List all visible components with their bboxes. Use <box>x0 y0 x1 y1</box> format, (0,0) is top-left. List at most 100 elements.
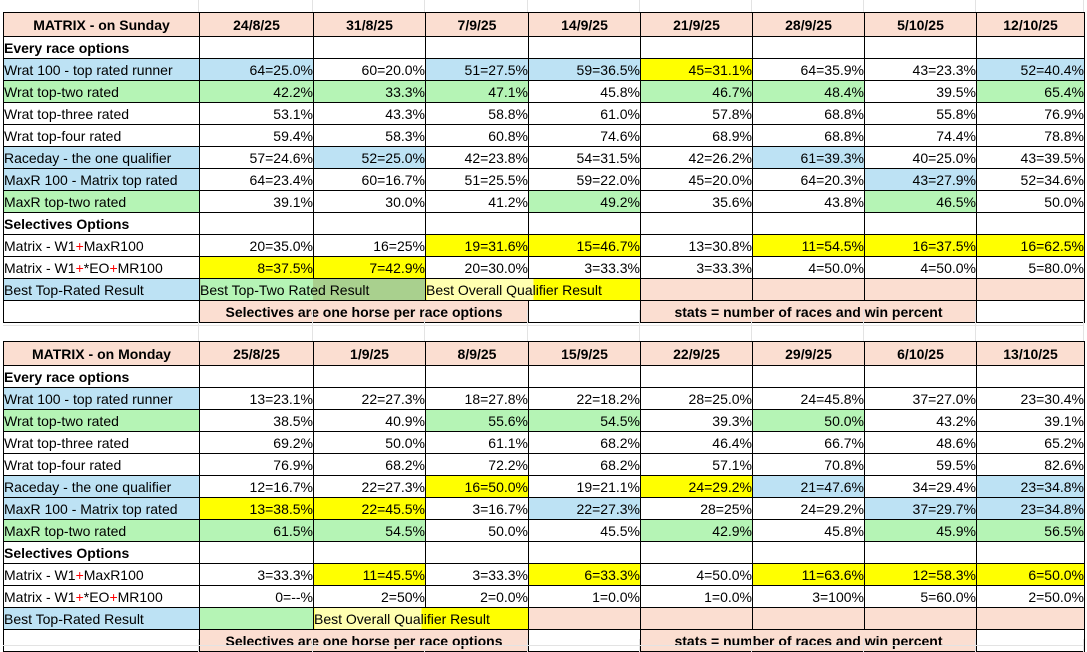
data-cell[interactable]: 37=29.7% <box>864 497 977 520</box>
best-result-cell[interactable] <box>640 607 753 630</box>
data-cell[interactable]: 13=23.1% <box>199 387 314 410</box>
data-cell[interactable]: 18=27.8% <box>425 387 529 410</box>
data-cell[interactable]: 55.6% <box>425 409 529 432</box>
data-cell[interactable]: 5=60.0% <box>864 585 977 608</box>
row-label[interactable]: Wrat top-two rated <box>3 80 200 103</box>
data-cell[interactable]: 46.4% <box>640 431 753 454</box>
data-cell[interactable]: 58.3% <box>313 124 426 147</box>
data-cell[interactable]: 16=25% <box>313 234 426 257</box>
data-cell[interactable] <box>199 36 314 59</box>
data-cell[interactable]: 56.5% <box>976 519 1085 542</box>
data-cell[interactable]: 74.6% <box>528 124 641 147</box>
data-cell[interactable]: 69.2% <box>199 431 314 454</box>
row-label[interactable]: Wrat 100 - top rated runner <box>3 387 200 410</box>
data-cell[interactable]: 57=24.6% <box>199 146 314 169</box>
row-label[interactable]: Matrix - W1+MaxR100 <box>3 234 200 257</box>
data-cell[interactable]: 22=45.5% <box>313 497 426 520</box>
data-cell[interactable]: 60=16.7% <box>313 168 426 191</box>
data-cell[interactable] <box>313 36 426 59</box>
data-cell[interactable]: 50.0% <box>752 409 865 432</box>
best-result-cell[interactable] <box>976 278 1085 301</box>
data-cell[interactable]: 54.5% <box>528 409 641 432</box>
data-cell[interactable]: 50.0% <box>976 190 1085 213</box>
data-cell[interactable]: 68.2% <box>528 431 641 454</box>
data-cell[interactable]: 47.1% <box>425 80 529 103</box>
data-cell[interactable]: 42=23.8% <box>425 146 529 169</box>
data-cell[interactable]: 46.7% <box>640 80 753 103</box>
row-label[interactable]: Wrat top-four rated <box>3 124 200 147</box>
data-cell[interactable]: 45=31.1% <box>640 58 753 81</box>
data-cell[interactable]: 43.3% <box>313 102 426 125</box>
best-result-cell[interactable] <box>976 607 1085 630</box>
date-header[interactable]: 5/10/25 <box>864 12 977 37</box>
data-cell[interactable] <box>752 212 865 235</box>
data-cell[interactable]: 45.9% <box>864 519 977 542</box>
data-cell[interactable]: 34=29.4% <box>864 475 977 498</box>
date-header[interactable]: 24/8/25 <box>199 12 314 37</box>
data-cell[interactable]: 50.0% <box>425 519 529 542</box>
data-cell[interactable]: 22=27.3% <box>313 475 426 498</box>
data-cell[interactable]: 59.4% <box>199 124 314 147</box>
data-cell[interactable]: 23=34.8% <box>976 475 1085 498</box>
data-cell[interactable]: 61.5% <box>199 519 314 542</box>
data-cell[interactable]: 52=34.6% <box>976 168 1085 191</box>
data-cell[interactable] <box>425 212 529 235</box>
data-cell[interactable]: 59=36.5% <box>528 58 641 81</box>
best-result-cell[interactable] <box>864 607 977 630</box>
best-result-cell[interactable] <box>864 278 977 301</box>
table-title[interactable]: MATRIX - on Monday <box>3 341 200 366</box>
data-cell[interactable]: 68.2% <box>528 453 641 476</box>
data-cell[interactable]: 22=27.3% <box>313 387 426 410</box>
table-title[interactable]: MATRIX - on Sunday <box>3 12 200 37</box>
row-label[interactable]: Raceday - the one qualifier <box>3 475 200 498</box>
data-cell[interactable]: 7=42.9% <box>313 256 426 279</box>
data-cell[interactable]: 1=0.0% <box>528 585 641 608</box>
data-cell[interactable]: 39.3% <box>640 409 753 432</box>
data-cell[interactable]: 2=0.0% <box>425 585 529 608</box>
data-cell[interactable]: 55.8% <box>864 102 977 125</box>
data-cell[interactable]: 64=20.3% <box>752 168 865 191</box>
data-cell[interactable]: 57.8% <box>640 102 753 125</box>
data-cell[interactable]: 23=34.8% <box>976 497 1085 520</box>
data-cell[interactable]: 65.4% <box>976 80 1085 103</box>
row-label[interactable]: Wrat top-four rated <box>3 453 200 476</box>
date-header[interactable]: 15/9/25 <box>528 341 641 366</box>
data-cell[interactable]: 15=46.7% <box>528 234 641 257</box>
data-cell[interactable]: 39.1% <box>199 190 314 213</box>
data-cell[interactable]: 16=62.5% <box>976 234 1085 257</box>
date-header[interactable]: 8/9/25 <box>425 341 529 366</box>
data-cell[interactable]: 60.8% <box>425 124 529 147</box>
section-label[interactable]: Selectives Options <box>3 212 200 235</box>
data-cell[interactable]: 28=25.0% <box>640 387 753 410</box>
data-cell[interactable]: 21=47.6% <box>752 475 865 498</box>
data-cell[interactable]: 57.1% <box>640 453 753 476</box>
best-result-cell[interactable] <box>752 278 865 301</box>
data-cell[interactable]: 4=50.0% <box>640 563 753 586</box>
data-cell[interactable]: 1=0.0% <box>640 585 753 608</box>
data-cell[interactable]: 8=37.5% <box>199 256 314 279</box>
date-header[interactable]: 21/9/25 <box>640 12 753 37</box>
data-cell[interactable]: 76.9% <box>976 102 1085 125</box>
data-cell[interactable]: 54.5% <box>313 519 426 542</box>
data-cell[interactable]: 45.8% <box>528 80 641 103</box>
data-cell[interactable] <box>976 36 1085 59</box>
best-result-cell[interactable] <box>752 607 865 630</box>
best-result-cell[interactable] <box>640 278 753 301</box>
row-label[interactable]: MaxR 100 - Matrix top rated <box>3 497 200 520</box>
data-cell[interactable]: 43.8% <box>752 190 865 213</box>
data-cell[interactable]: 22=18.2% <box>528 387 641 410</box>
best-result-cell[interactable]: Best Overall Qualifier Result <box>313 607 529 630</box>
data-cell[interactable]: 43.2% <box>864 409 977 432</box>
data-cell[interactable]: 13=30.8% <box>640 234 753 257</box>
data-cell[interactable]: 48.4% <box>752 80 865 103</box>
data-cell[interactable]: 3=33.3% <box>425 563 529 586</box>
data-cell[interactable]: 46.5% <box>864 190 977 213</box>
best-result-cell[interactable] <box>528 607 641 630</box>
data-cell[interactable]: 24=29.2% <box>640 475 753 498</box>
date-header[interactable]: 7/9/25 <box>425 12 529 37</box>
data-cell[interactable] <box>864 36 977 59</box>
data-cell[interactable]: 68.9% <box>640 124 753 147</box>
data-cell[interactable]: 51=25.5% <box>425 168 529 191</box>
data-cell[interactable]: 11=63.6% <box>752 563 865 586</box>
data-cell[interactable]: 0=--% <box>199 585 314 608</box>
